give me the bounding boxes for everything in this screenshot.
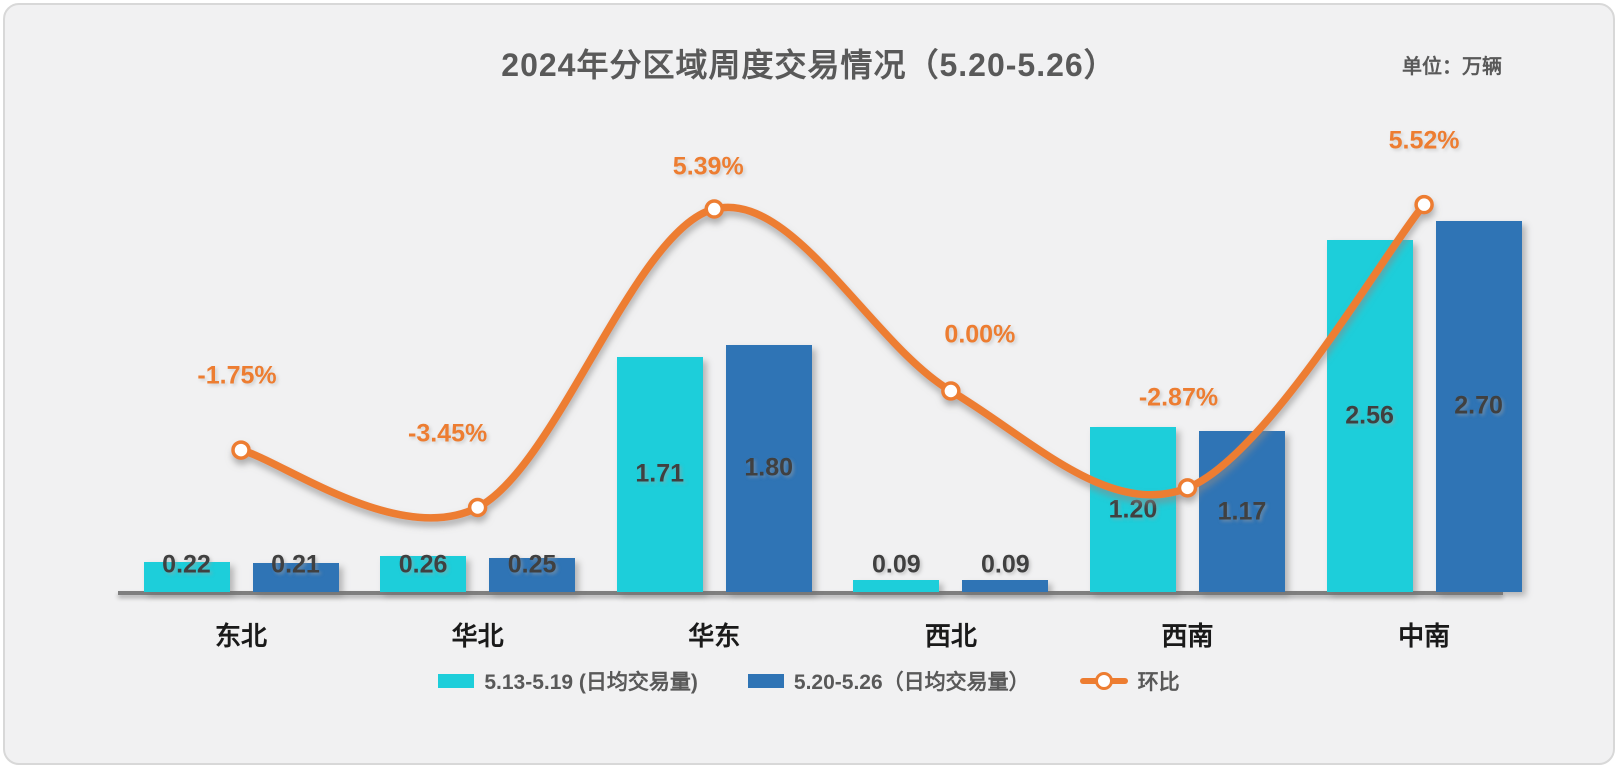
category-label-东北: 东北	[214, 621, 268, 651]
bar-value-label: 0.25	[507, 550, 557, 579]
legend: 5.13-5.19 (日均交易量) 5.20-5.26（日均交易量） 环比	[0, 666, 1618, 696]
category-label-华东: 华东	[688, 621, 741, 651]
bar-value-label: 1.71	[635, 459, 685, 488]
pct-label-华东: 5.39%	[672, 152, 744, 181]
x-axis-line	[118, 591, 1503, 595]
bar-value-label: 1.17	[1217, 497, 1267, 526]
bar-value-label: 0.22	[162, 550, 211, 579]
bar-series2-东北	[252, 563, 339, 592]
bar-value-label: 1.20	[1108, 495, 1158, 523]
chart-title: 2024年分区域周度交易情况（5.20-5.26）	[501, 47, 1117, 83]
bar-value-label: 0.26	[398, 550, 448, 579]
legend-label-series1: 5.13-5.19 (日均交易量)	[484, 671, 698, 694]
pct-label-西北: 0.00%	[944, 320, 1016, 349]
unit-label: 单位：万辆	[1402, 56, 1502, 78]
bar-value-label: 2.70	[1454, 391, 1503, 420]
bar-series2-西北	[962, 579, 1049, 592]
pct-label-华北: -3.45%	[408, 419, 488, 448]
category-label-中南: 中南	[1398, 621, 1451, 651]
legend-swatch-cyan	[438, 674, 475, 688]
bar-series2-华北	[489, 557, 576, 592]
legend-label-line: 环比	[1137, 671, 1180, 694]
bar-series2-中南	[1435, 220, 1522, 592]
bar-value-label: 0.09	[981, 550, 1030, 579]
pct-label-西南: -2.87%	[1138, 383, 1219, 412]
legend-item-series2: 5.20-5.26（日均交易量）	[747, 666, 1030, 696]
bar-value-label: 0.21	[271, 550, 320, 579]
category-label-华北: 华北	[451, 621, 504, 651]
category-label-西北: 西北	[924, 621, 977, 651]
legend-swatch-blue	[747, 674, 784, 688]
bar-value-label: 2.56	[1345, 401, 1394, 430]
legend-item-line: 环比	[1079, 666, 1180, 696]
legend-item-series1: 5.13-5.19 (日均交易量)	[438, 666, 698, 696]
bar-value-label: 1.80	[744, 453, 794, 482]
bar-series1-东北	[143, 561, 230, 592]
pct-label-东北: -1.75%	[197, 361, 277, 390]
pct-label-中南: 5.52%	[1388, 126, 1460, 155]
legend-line-marker-icon	[1079, 672, 1128, 690]
bar-series1-西北	[853, 579, 940, 592]
bar-value-label: 0.09	[872, 550, 921, 579]
bar-series1-华北	[380, 556, 467, 592]
legend-label-series2: 5.20-5.26（日均交易量）	[793, 671, 1030, 694]
category-label-西南: 西南	[1161, 621, 1214, 651]
